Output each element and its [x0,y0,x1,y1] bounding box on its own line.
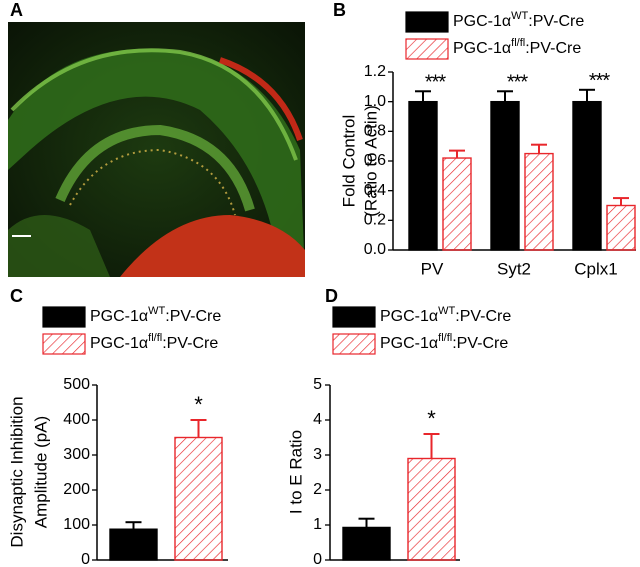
legend-text: :PV-Cre [455,308,511,325]
y-tick-label: 2 [313,481,322,498]
y-tick-label: 5 [313,376,322,393]
bar [524,152,554,251]
y-axis-label: I to E Ratio [286,430,305,514]
bar [490,100,520,251]
x-tick-label: Cplx1 [574,259,617,278]
legend-swatch [42,333,86,355]
y-tick-label: 1.2 [364,63,386,80]
error-bar [423,433,440,459]
error-bar [415,90,431,102]
error-bar [125,521,142,530]
bar [572,100,602,251]
legend-text: PGC-1α [453,13,511,30]
bar [408,100,438,251]
y-tick-label: 0.0 [364,241,386,258]
legend-text: WT [511,10,528,22]
legend-text: :PV-Cre [525,40,581,57]
y-tick-label: 1.0 [364,93,386,110]
legend-label: PGC-1αWT:PV-Cre [380,305,511,325]
y-tick-label: 0 [81,551,90,567]
y-tick-label: 500 [63,376,90,393]
y-tick-label: 1 [313,516,322,533]
legend-label: PGC-1αWT:PV-Cre [90,305,221,325]
significance: * [194,392,203,417]
significance: *** [589,70,611,92]
bar [407,457,456,561]
legend-label: PGC-1αfl/fl:PV-Cre [453,37,581,57]
y-tick-label: 4 [313,411,322,428]
y-tick-label: 300 [63,446,90,463]
legend-text: PGC-1α [90,335,148,352]
error-bar [497,90,513,102]
panel-label: A [10,0,23,20]
error-bar [531,143,547,154]
legend-swatch [405,11,449,33]
y-tick-label: 0.6 [364,152,386,169]
y-tick-label: 0.8 [364,123,386,140]
error-bar [579,88,595,102]
y-tick-label: 0.2 [364,212,386,229]
legend-text: :PV-Cre [528,13,584,30]
bar [174,436,223,561]
legend-text: PGC-1α [380,308,438,325]
legend-text: :PV-Cre [162,335,218,352]
y-tick-label: 0 [313,551,322,567]
legend-swatch [332,306,376,328]
legend-swatch [42,306,86,328]
legend-text: :PV-Cre [165,308,221,325]
legend-text: WT [438,305,455,317]
panel-label: C [10,286,23,306]
y-tick-label: 100 [63,516,90,533]
y-axis-label: (Ratio to Actin) [361,105,380,217]
error-bar [358,517,375,528]
legend-text: PGC-1α [453,40,511,57]
x-tick-label: Syt2 [497,259,531,278]
legend-text: fl/fl [148,332,162,344]
legend-swatch [405,38,449,60]
significance: *** [425,72,447,94]
bar [109,528,158,561]
legend-text: :PV-Cre [452,335,508,352]
bar [606,204,636,251]
error-bar [190,419,207,438]
x-tick-label: PV [421,259,444,278]
bar [342,526,391,561]
significance: *** [507,72,529,94]
legend-text: fl/fl [438,332,452,344]
error-bar [449,149,465,159]
y-axis-label: Disynaptic Inhibition [7,396,26,547]
legend-swatch [332,333,376,355]
panel-label: B [333,0,346,20]
y-axis-label: Amplitude (pA) [31,416,50,528]
bar [442,157,472,251]
legend-label: PGC-1αWT:PV-Cre [453,10,584,30]
y-axis-label: Fold Control [339,115,358,208]
panel-label: D [325,286,338,306]
y-tick-label: 400 [63,411,90,428]
error-bar [613,197,629,206]
y-tick-label: 200 [63,481,90,498]
legend-label: PGC-1αfl/fl:PV-Cre [90,332,218,352]
legend-text: fl/fl [511,37,525,49]
micrograph: A [8,0,305,277]
legend-text: PGC-1α [380,335,438,352]
legend-label: PGC-1αfl/fl:PV-Cre [380,332,508,352]
significance: * [427,406,436,431]
y-tick-label: 0.4 [364,182,386,199]
y-tick-label: 3 [313,446,322,463]
legend-text: WT [148,305,165,317]
legend-text: PGC-1α [90,308,148,325]
